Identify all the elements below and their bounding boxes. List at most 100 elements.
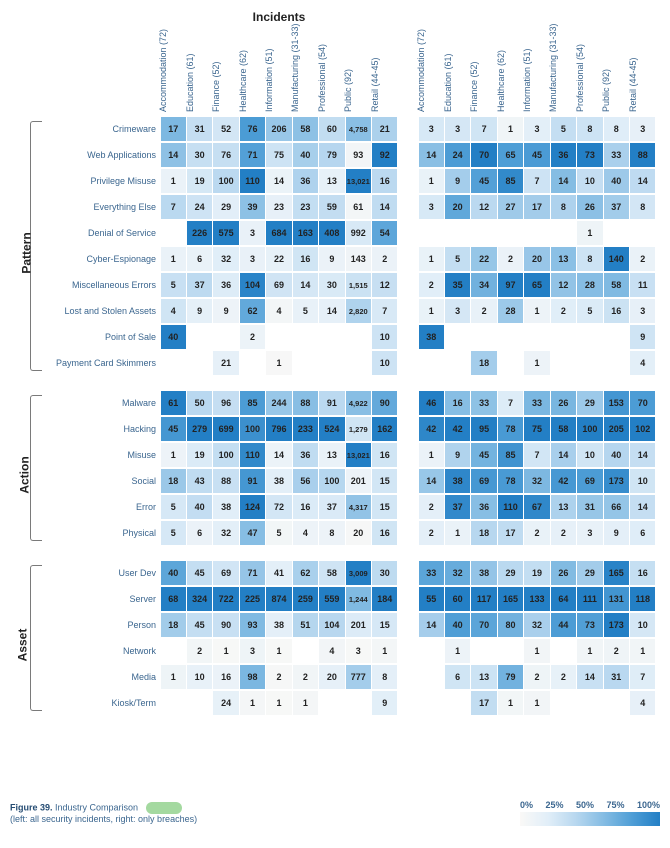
heatmap-cell: 2: [293, 665, 318, 689]
heatmap-cell: 38: [419, 325, 444, 349]
legend-tick: 100%: [637, 800, 660, 810]
heatmap-cell: 13: [551, 495, 576, 519]
heatmap-cell: [161, 221, 186, 245]
heatmap-cell: 8: [319, 521, 344, 545]
heatmap-cell: 70: [630, 391, 655, 415]
green-pill-icon: [146, 802, 182, 814]
heatmap-cell: 124: [240, 495, 265, 519]
heatmap-cell: 1: [213, 639, 238, 663]
heatmap-cell: 65: [524, 273, 549, 297]
heatmap-cell: 16: [372, 443, 397, 467]
heatmap-cell: 4,922: [346, 391, 371, 415]
heatmap-cell: 26: [577, 195, 602, 219]
heatmap-cell: 67: [524, 495, 549, 519]
heatmap-cell: 60: [445, 587, 470, 611]
heatmap-cell: 6: [445, 665, 470, 689]
row-label: Media: [48, 672, 160, 682]
table-row: Media110169822207778613792214317: [8, 664, 662, 690]
caption-title: Figure 39.: [10, 803, 53, 813]
heatmap-cell: 1: [419, 247, 444, 271]
heatmap-cell: 1: [161, 443, 186, 467]
heatmap-cell: 173: [604, 469, 629, 493]
heatmap-cell: 12: [471, 195, 496, 219]
heatmap-cell: 2: [551, 521, 576, 545]
heatmap-cell: 70: [471, 613, 496, 637]
row-label: Miscellaneous Errors: [48, 280, 160, 290]
heatmap-cell: 992: [346, 221, 371, 245]
heatmap-cell: 29: [498, 561, 523, 585]
heatmap-cell: 14: [419, 143, 444, 167]
heatmap-cell: 21: [213, 351, 238, 375]
table-row: Social1843889138561002011514386978324269…: [8, 468, 662, 494]
row-label: Lost and Stolen Assets: [48, 306, 160, 316]
heatmap-cell: 14: [266, 443, 291, 467]
heatmap-cell: 40: [604, 169, 629, 193]
heatmap-cell: [604, 351, 629, 375]
heatmap-cell: 19: [524, 561, 549, 585]
section-left-label: Incidents: [160, 10, 398, 24]
table-row: Lost and Stolen Assets4996245142,8207132…: [8, 298, 662, 324]
heatmap-cell: 40: [187, 495, 212, 519]
heatmap-cell: [161, 691, 186, 715]
heatmap-cell: 72: [266, 495, 291, 519]
row-label: Payment Card Skimmers: [48, 358, 160, 368]
heatmap-cell: 58: [604, 273, 629, 297]
heatmap-cell: 2: [604, 639, 629, 663]
heatmap-cell: 14: [577, 665, 602, 689]
heatmap-cell: 259: [293, 587, 318, 611]
heatmap-cell: [187, 325, 212, 349]
color-legend: 0%25%50%75%100%: [520, 800, 660, 826]
heatmap-cell: 30: [319, 273, 344, 297]
heatmap-cell: [346, 351, 371, 375]
heatmap-cell: 874: [266, 587, 291, 611]
heatmap-cell: 58: [551, 417, 576, 441]
heatmap-cell: 28: [577, 273, 602, 297]
heatmap-cell: 40: [161, 325, 186, 349]
heatmap-cell: 3: [524, 117, 549, 141]
heatmap-cell: 40: [293, 143, 318, 167]
heatmap-cell: 28: [498, 299, 523, 323]
heatmap-cell: 37: [445, 495, 470, 519]
heatmap-cell: 2: [524, 521, 549, 545]
heatmap-cell: 27: [498, 195, 523, 219]
heatmap-cell: 14: [161, 143, 186, 167]
heatmap-cell: 45: [161, 417, 186, 441]
heatmap-cell: 279: [187, 417, 212, 441]
heatmap-cell: 5: [551, 117, 576, 141]
heatmap-cell: 722: [213, 587, 238, 611]
row-label: Error: [48, 502, 160, 512]
heatmap-cell: 56: [293, 469, 318, 493]
heatmap-cell: 60: [319, 117, 344, 141]
heatmap-cell: 3: [240, 221, 265, 245]
heatmap-cell: 45: [524, 143, 549, 167]
heatmap-cell: 20: [346, 521, 371, 545]
heatmap-cell: 38: [266, 469, 291, 493]
heatmap-cell: 796: [266, 417, 291, 441]
legend-swatch: [520, 812, 660, 826]
heatmap-cell: 2,820: [346, 299, 371, 323]
row-label: Server: [48, 594, 160, 604]
table-row: Crimeware1731527620658604,75821337135883: [8, 116, 662, 142]
heatmap-cell: 33: [604, 143, 629, 167]
heatmap-cell: 1: [240, 691, 265, 715]
heatmap-cell: 184: [372, 587, 397, 611]
heatmap-cell: 95: [471, 417, 496, 441]
heatmap-cell: 42: [551, 469, 576, 493]
heatmap-cell: 61: [346, 195, 371, 219]
heatmap-cell: [346, 691, 371, 715]
heatmap-cell: 13: [319, 443, 344, 467]
row-label: User Dev: [48, 568, 160, 578]
heatmap-cell: 91: [319, 391, 344, 415]
caption-line1: Industry Comparison: [53, 803, 139, 813]
table-row: Kiosk/Term24111917114: [8, 690, 662, 716]
row-label: Cyber-Espionage: [48, 254, 160, 264]
table-row: Payment Card Skimmers211101814: [8, 350, 662, 376]
table-row: Web Applications143076717540799392142470…: [8, 142, 662, 168]
heatmap-cell: 2: [630, 247, 655, 271]
heatmap-cell: 8: [604, 117, 629, 141]
column-header: Retail (44-45): [628, 57, 638, 112]
heatmap-cell: 21: [372, 117, 397, 141]
heatmap-cell: 15: [372, 613, 397, 637]
heatmap-cell: 85: [240, 391, 265, 415]
heatmap-cell: 143: [346, 247, 371, 271]
